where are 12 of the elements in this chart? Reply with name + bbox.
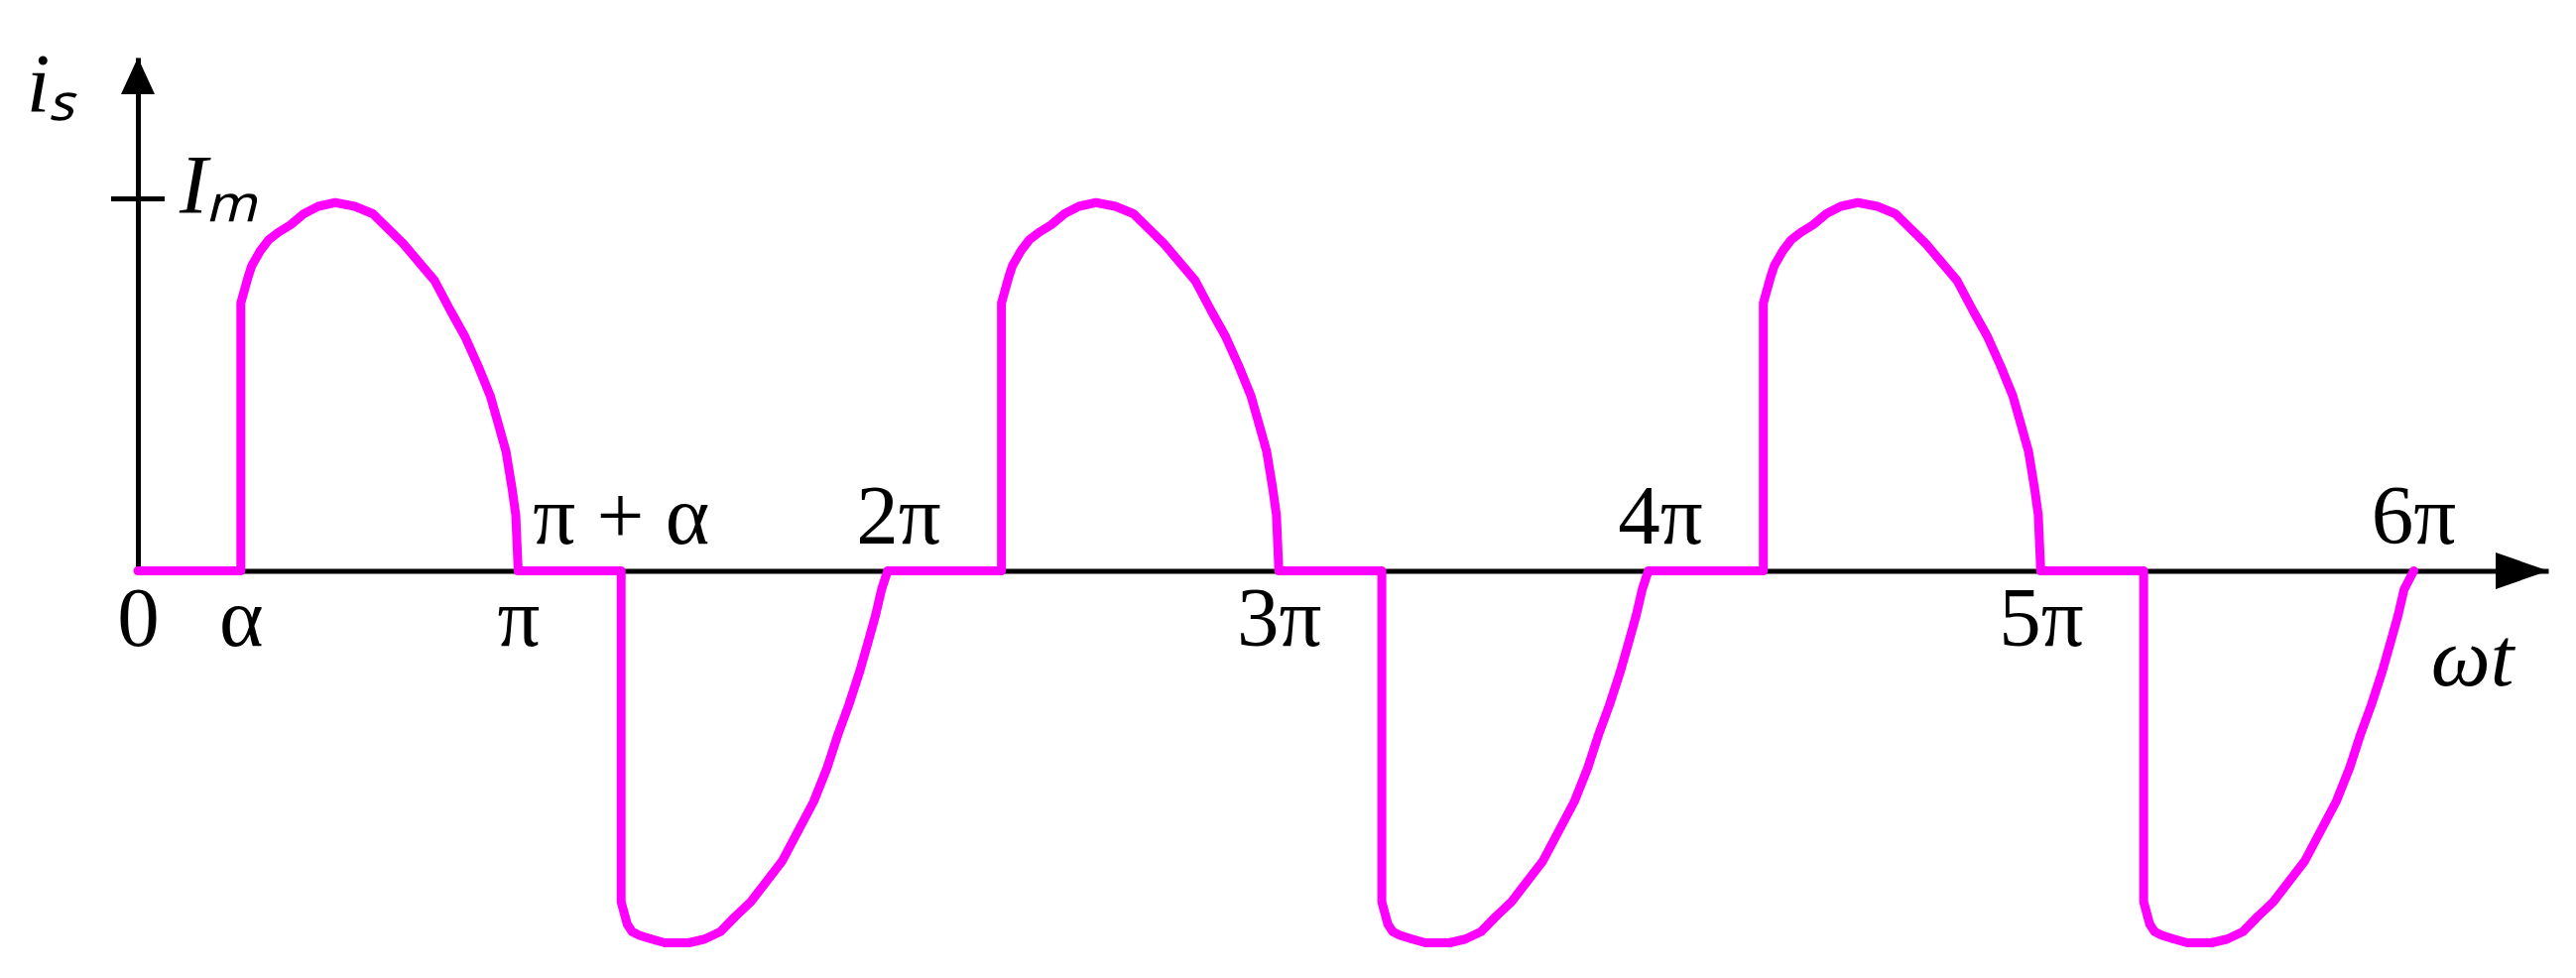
x-axis-title: ωt: [2430, 610, 2516, 703]
x-tick-label: π: [497, 570, 541, 664]
x-tick-label: α: [219, 570, 264, 664]
annotation: π + α: [533, 467, 710, 561]
x-tick-label: 5π: [1999, 570, 2084, 664]
annotation: 2π: [856, 467, 941, 561]
x-tick-label: 3π: [1237, 570, 1322, 664]
x-tick-label: 0: [117, 570, 160, 664]
annotation: 6π: [2371, 467, 2457, 561]
y-axis-title: iₛ: [26, 36, 78, 130]
annotation: Iₘ: [179, 137, 260, 231]
annotation: 4π: [1618, 467, 1703, 561]
